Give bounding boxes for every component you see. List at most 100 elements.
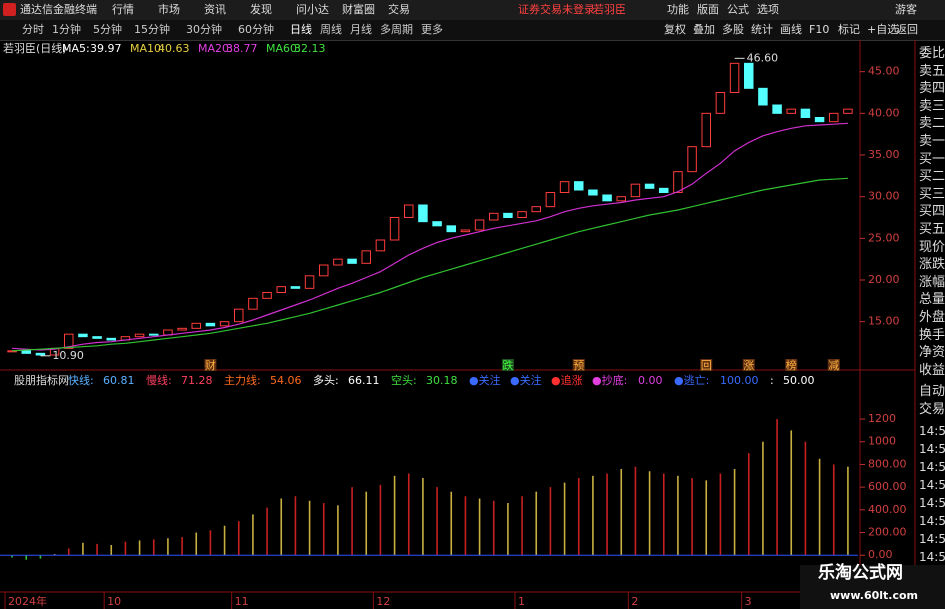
period-tab[interactable]: 分时 (22, 23, 44, 36)
candle (92, 336, 102, 339)
candle (687, 146, 697, 173)
quote-label: 涨跌 (919, 257, 945, 273)
menu-item[interactable]: 公式 (727, 3, 749, 16)
period-tab[interactable]: 30分钟 (186, 23, 222, 36)
bar (181, 537, 183, 556)
menu-item[interactable]: 市场 (158, 3, 180, 16)
bar (393, 475, 396, 556)
period-tab[interactable]: 日线 (290, 23, 312, 36)
period-tab[interactable]: 60分钟 (238, 23, 274, 36)
quote-label: 净资 (919, 345, 945, 361)
menu-item[interactable]: 行情 (112, 3, 134, 16)
bar (592, 475, 594, 556)
quote-label: 总量 (919, 292, 945, 308)
tool-button[interactable]: 叠加 (693, 23, 715, 36)
event-badge (501, 359, 514, 371)
period-tab[interactable]: 多周期 (380, 23, 413, 36)
period-tab[interactable]: 月线 (350, 23, 372, 36)
annotation: 10.90 (52, 349, 84, 362)
quote-label: 买二 (919, 169, 945, 185)
candle (843, 108, 853, 114)
y-tick-label: 30.00 (868, 190, 900, 203)
tool-button[interactable]: 标记 (838, 23, 860, 36)
period-tab[interactable]: 1分钟 (52, 23, 81, 36)
time-label: 14:56 (919, 550, 945, 564)
event-badge (572, 359, 585, 371)
tool-button[interactable]: 返回 (896, 23, 918, 36)
bar (110, 545, 113, 556)
bar (464, 496, 467, 556)
bar (478, 498, 481, 556)
time-label: 14:56 (919, 460, 945, 474)
watermark-url: www.60lt.com (830, 589, 919, 602)
candle (715, 92, 726, 114)
legend-name: : (770, 374, 774, 387)
legend-name: MA10: (130, 42, 165, 55)
legend-name: MA20: (198, 42, 233, 55)
login-status: 证券交易未登录 (518, 3, 595, 16)
bar (237, 521, 240, 556)
bar (747, 453, 750, 556)
time-label: 14:56 (919, 424, 945, 438)
y-tick-label: 0.00 (868, 548, 893, 561)
period-tab[interactable]: 更多 (421, 23, 443, 36)
candle (786, 108, 796, 114)
candle (460, 229, 471, 233)
bar (634, 466, 637, 556)
trade-label: 交易 (919, 402, 945, 417)
menu-bar (0, 0, 945, 20)
watermark-box (800, 565, 945, 609)
tool-button[interactable]: 多股 (722, 23, 744, 36)
bar (82, 542, 84, 556)
app-title: 通达信金融终端 (20, 3, 97, 16)
menu-item[interactable]: 功能 (667, 3, 689, 16)
bar (436, 487, 438, 556)
bar (677, 475, 679, 556)
menu-item[interactable]: 资讯 (204, 3, 226, 16)
candle (503, 212, 513, 218)
tool-button[interactable]: 统计 (751, 23, 773, 36)
menu-item[interactable]: 交易 (388, 3, 410, 16)
tool-button[interactable]: 画线 (780, 23, 802, 36)
bar (450, 491, 453, 556)
candle (644, 183, 655, 189)
quote-label: 卖三 (919, 98, 945, 114)
bar (209, 530, 212, 556)
candle (219, 321, 230, 327)
chart-title: 若羽臣(日线) (3, 42, 67, 55)
tool-button[interactable]: 复权 (664, 23, 686, 36)
bar (308, 500, 311, 556)
time-label: 14:56 (919, 442, 945, 456)
bar (804, 441, 807, 556)
period-tab[interactable]: 5分钟 (93, 23, 122, 36)
event-label: 跌 (502, 358, 513, 372)
menu-item[interactable]: 财富圈 (342, 3, 375, 16)
period-tab[interactable]: 周线 (320, 23, 342, 36)
watermark-name: 乐淘公式网 (818, 563, 903, 583)
bar (25, 555, 28, 560)
candle (744, 62, 754, 89)
candle (106, 337, 116, 341)
legend-name: ●逃亡: (674, 374, 710, 387)
tool-button[interactable]: F10 (809, 23, 830, 36)
candle (630, 183, 641, 198)
candle (800, 108, 811, 118)
menu-item[interactable]: 版面 (697, 3, 719, 16)
y-tick-label: 400.00 (868, 503, 907, 516)
tool-button[interactable]: +自选 (867, 23, 899, 36)
bar (521, 496, 523, 556)
quote-label: 买三 (919, 186, 945, 202)
menu-item[interactable]: 发现 (250, 3, 272, 16)
y-tick-label: 25.00 (868, 231, 900, 244)
candle (701, 112, 711, 148)
bar (662, 473, 665, 556)
menu-item[interactable]: 选项 (757, 3, 779, 16)
event-badge (827, 359, 840, 371)
period-tab[interactable]: 15分钟 (134, 23, 170, 36)
candle (290, 286, 301, 289)
menu-item[interactable]: 问小达 (296, 3, 329, 16)
quote-label: 外盘 (919, 310, 945, 325)
event-label: 财 (205, 358, 216, 372)
